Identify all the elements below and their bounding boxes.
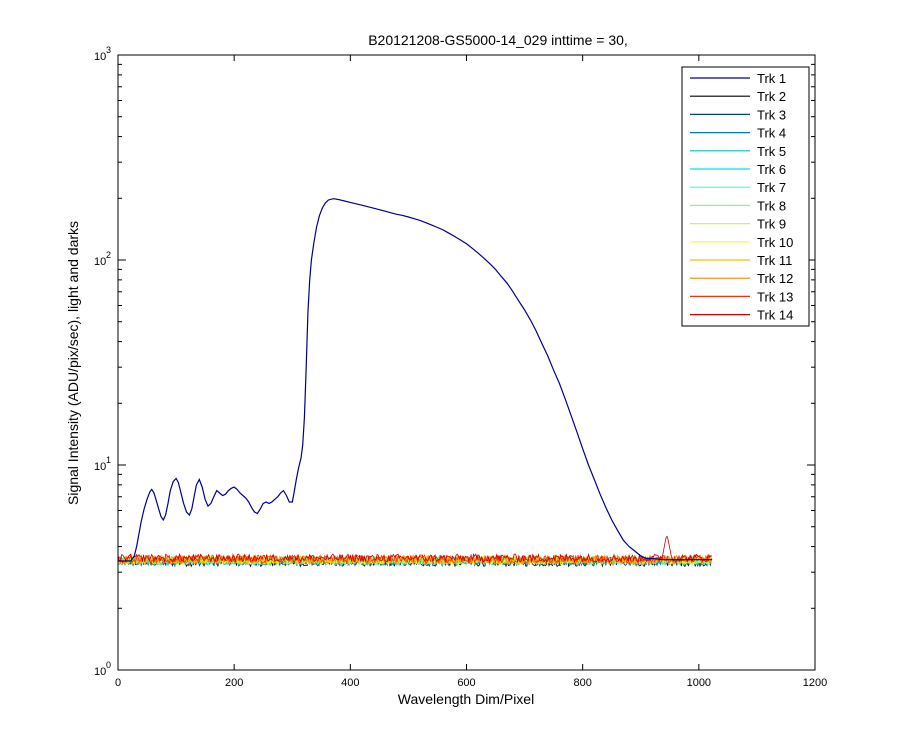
x-tick-label: 400 bbox=[341, 677, 359, 689]
legend-box bbox=[681, 66, 810, 327]
y-tick-label: 10 bbox=[94, 461, 106, 473]
y-tick-label: 10 bbox=[94, 51, 106, 63]
y-tick-exponent: 3 bbox=[106, 45, 111, 55]
x-axis-label: Wavelength Dim/Pixel bbox=[398, 691, 534, 707]
legend-items: Trk 1 Trk 2 Trk 3 Trk 4 Trk 5 Trk 6 Trk 7 Trk 8… bbox=[690, 71, 793, 323]
legend-entry: Trk 14 bbox=[757, 308, 793, 323]
chart-title: B20121208-GS5000-14_029 inttime = 30, bbox=[368, 32, 628, 48]
legend-entry: Trk 9 bbox=[757, 217, 786, 232]
y-tick-label: 10 bbox=[94, 666, 106, 678]
x-tick-label: 600 bbox=[457, 677, 475, 689]
legend-entry: Trk 11 bbox=[757, 253, 792, 268]
legend-entry: Trk 2 bbox=[757, 89, 786, 104]
legend-entry: Trk 4 bbox=[757, 126, 786, 141]
x-tick-label: 1200 bbox=[803, 677, 827, 689]
legend-entry: Trk 13 bbox=[757, 289, 793, 304]
y-tick-label: 10 bbox=[94, 256, 106, 268]
legend-entry: Trk 8 bbox=[757, 198, 786, 213]
y-tick-exponent: 1 bbox=[106, 455, 111, 465]
legend: Trk 1 Trk 2 Trk 3 Trk 4 Trk 5 Trk 6 Trk 7 Trk 8… bbox=[681, 66, 810, 327]
legend-entry: Trk 1 bbox=[757, 71, 786, 86]
y-tick-exponent: 0 bbox=[106, 660, 111, 670]
legend-entry: Trk 12 bbox=[757, 271, 793, 286]
series-layer bbox=[117, 198, 713, 568]
legend-entry: Trk 7 bbox=[757, 180, 786, 195]
legend-entry: Trk 3 bbox=[757, 107, 786, 122]
legend-entry: Trk 6 bbox=[757, 162, 786, 177]
x-tick-label: 0 bbox=[115, 677, 121, 689]
x-tick-label: 200 bbox=[225, 677, 243, 689]
x-tick-label: 1000 bbox=[687, 677, 711, 689]
series-line-trk-1 bbox=[118, 198, 713, 562]
x-tick-label: 800 bbox=[573, 677, 591, 689]
legend-entry: Trk 5 bbox=[757, 144, 786, 159]
legend-entry: Trk 10 bbox=[757, 235, 793, 250]
y-axis-label: Signal Intensity (ADU/pix/sec), light an… bbox=[65, 221, 81, 505]
series-line-trk-14 bbox=[117, 536, 712, 564]
y-tick-exponent: 2 bbox=[106, 250, 111, 260]
x-axis-ticks: 0 200 400 600 800 1000 1200 bbox=[115, 55, 827, 689]
